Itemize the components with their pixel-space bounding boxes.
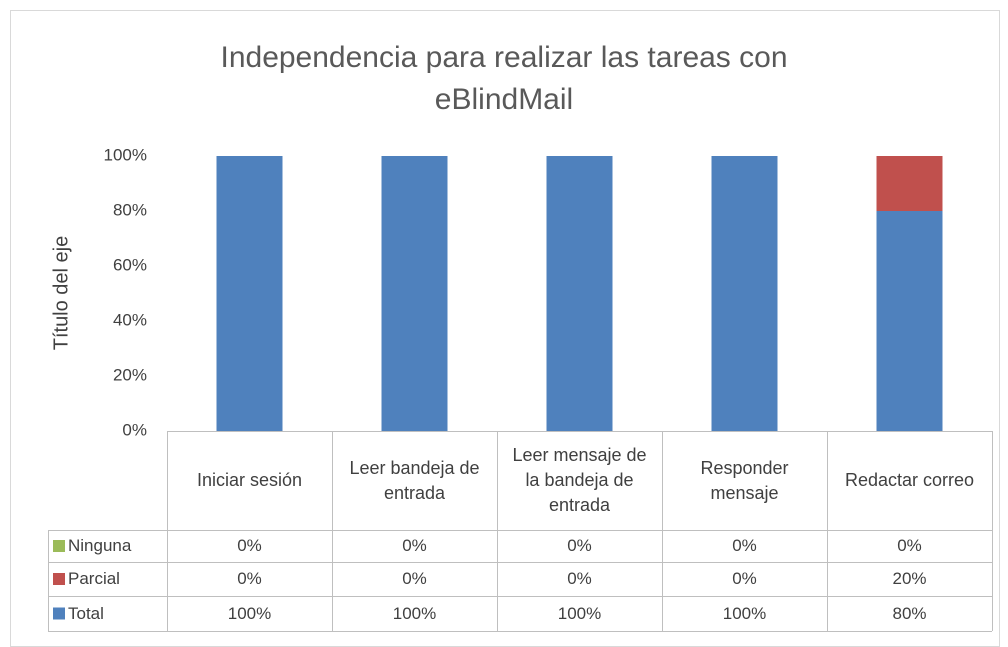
table-value: 100% — [392, 603, 437, 623]
category-label: Responder mensaje — [700, 457, 789, 503]
table-value: 100% — [557, 603, 602, 623]
y-tick-label: 20% — [113, 365, 147, 384]
y-tick-label: 100% — [104, 145, 147, 164]
y-tick-label: 60% — [113, 255, 147, 274]
bar-segment — [711, 156, 778, 431]
legend-label: Ninguna — [68, 536, 132, 555]
table-value: 0% — [402, 536, 427, 555]
y-tick-label: 40% — [113, 310, 147, 329]
chart-title: Independencia para realizar las tareas c… — [220, 41, 788, 116]
table-value: 100% — [227, 603, 272, 623]
category-label: Leer mensaje de la bandeja de entrada — [512, 445, 647, 515]
bar-segment — [216, 156, 283, 431]
table-value: 0% — [402, 569, 427, 588]
bar-segment — [546, 156, 613, 431]
table-value: 0% — [732, 536, 757, 555]
legend-key — [53, 607, 65, 620]
legend-label: Parcial — [68, 569, 120, 588]
bar-segment — [876, 211, 943, 431]
table-value: 0% — [237, 569, 262, 588]
legend-key — [53, 573, 65, 585]
legend-key — [53, 540, 65, 552]
y-axis-title: Título del eje — [50, 236, 72, 351]
bar-segment — [876, 156, 943, 211]
table-value: 80% — [892, 603, 927, 623]
table-value: 0% — [567, 536, 592, 555]
table-value: 0% — [237, 536, 262, 555]
category-label: Iniciar sesión — [196, 470, 303, 490]
category-label: Redactar correo — [844, 470, 975, 490]
bar-segment — [381, 156, 448, 431]
table-value: 0% — [897, 536, 922, 555]
table-value: 100% — [722, 603, 767, 623]
y-tick-label: 80% — [113, 200, 147, 219]
legend-label: Total — [68, 603, 104, 623]
table-value: 0% — [567, 569, 592, 588]
category-label: Leer bandeja de entrada — [349, 457, 480, 503]
table-value: 0% — [732, 569, 757, 588]
table-value: 20% — [892, 569, 927, 588]
y-tick-label: 0% — [122, 420, 147, 439]
